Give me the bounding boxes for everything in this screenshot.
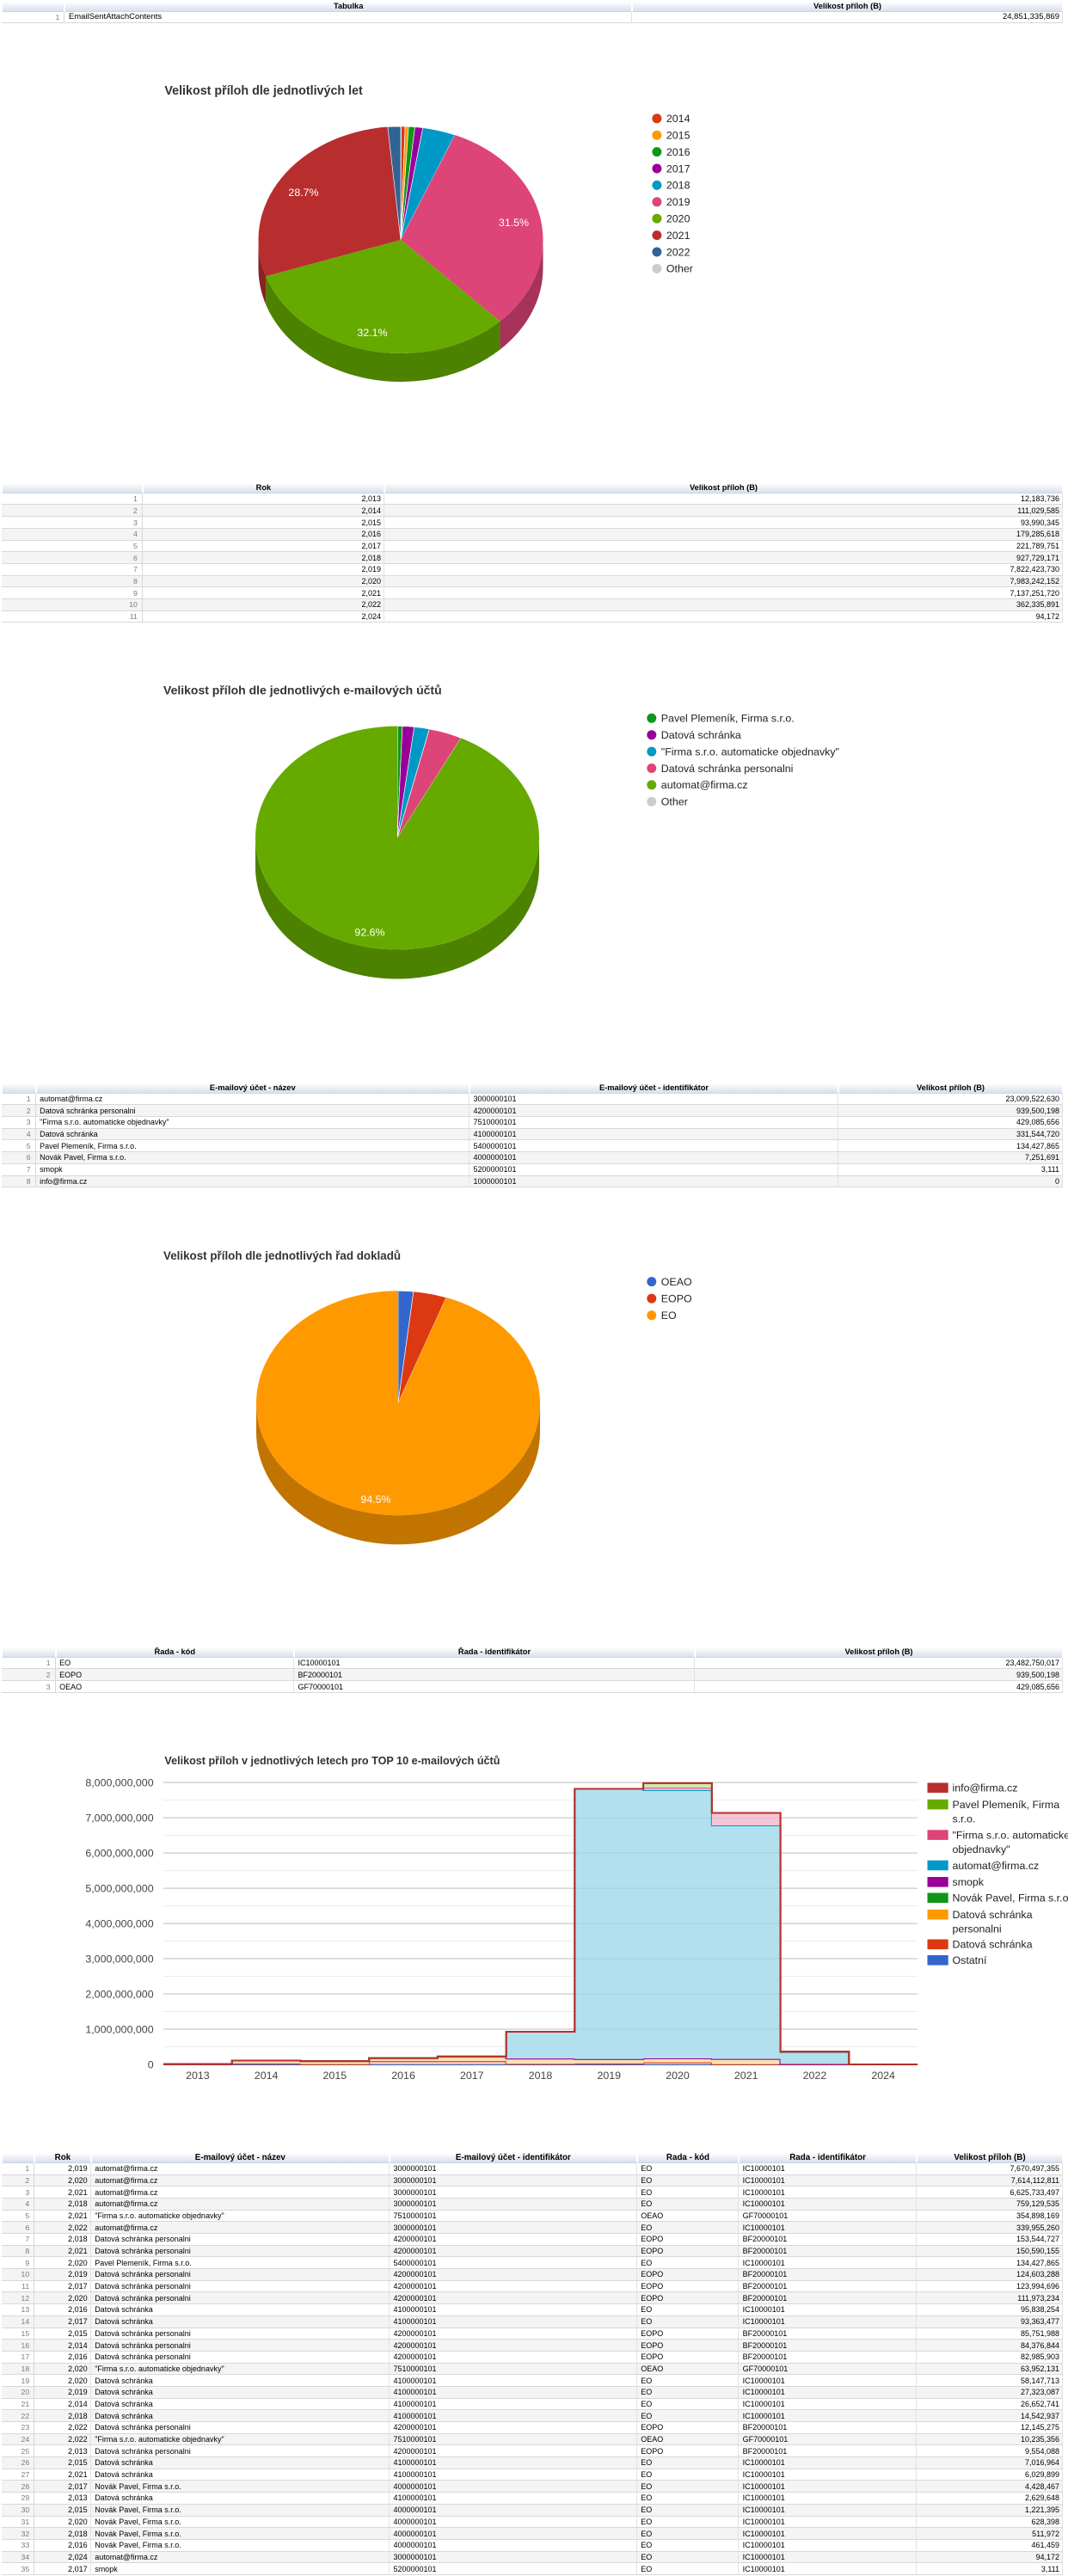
svg-text:2020: 2020 (666, 2070, 690, 2082)
svg-text:4,000,000,000: 4,000,000,000 (85, 1917, 153, 1929)
svg-text:1,000,000,000: 1,000,000,000 (85, 2023, 153, 2035)
svg-text:2022: 2022 (666, 246, 691, 258)
svg-text:"Firma s.r.o. automaticke: "Firma s.r.o. automaticke (953, 1829, 1068, 1841)
svg-text:automat@firma.cz: automat@firma.cz (661, 779, 748, 791)
svg-text:8,000,000,000: 8,000,000,000 (85, 1776, 153, 1788)
svg-text:2017: 2017 (460, 2070, 484, 2082)
svg-text:2015: 2015 (323, 2070, 347, 2082)
svg-text:3,000,000,000: 3,000,000,000 (85, 1953, 153, 1965)
svg-text:EO: EO (661, 1309, 677, 1322)
svg-text:EOPO: EOPO (661, 1293, 692, 1305)
svg-text:2019: 2019 (597, 2070, 621, 2082)
svg-text:Datová schránka personalni: Datová schránka personalni (661, 763, 794, 775)
svg-text:Other: Other (661, 796, 688, 808)
svg-text:Velikost příloh dle jednotlivý: Velikost příloh dle jednotlivých e-mailo… (163, 684, 442, 697)
svg-text:7,000,000,000: 7,000,000,000 (85, 1812, 153, 1824)
svg-text:OEAO: OEAO (661, 1276, 692, 1288)
svg-text:Velikost příloh dle jednotlivý: Velikost příloh dle jednotlivých řad dok… (163, 1249, 401, 1262)
svg-text:Datová schránka: Datová schránka (953, 1909, 1033, 1921)
svg-text:5,000,000,000: 5,000,000,000 (85, 1882, 153, 1894)
svg-text:2017: 2017 (666, 163, 691, 175)
svg-text:2019: 2019 (666, 196, 691, 208)
svg-text:objednavky": objednavky" (953, 1843, 1010, 1855)
svg-text:2021: 2021 (734, 2070, 758, 2082)
svg-text:2,000,000,000: 2,000,000,000 (85, 1988, 153, 2000)
svg-text:Velikost příloh dle jednotlivý: Velikost příloh dle jednotlivých let (164, 84, 363, 98)
svg-text:2014: 2014 (666, 113, 691, 125)
svg-text:2021: 2021 (666, 230, 691, 242)
svg-text:Other: Other (666, 263, 693, 275)
svg-text:2020: 2020 (666, 213, 691, 225)
svg-text:0: 0 (148, 2058, 154, 2070)
svg-text:92.6%: 92.6% (354, 926, 384, 938)
svg-text:31.5%: 31.5% (499, 217, 529, 229)
svg-text:info@firma.cz: info@firma.cz (953, 1782, 1018, 1794)
svg-text:94.5%: 94.5% (360, 1493, 390, 1506)
svg-text:2024: 2024 (871, 2070, 895, 2082)
svg-text:s.r.o.: s.r.o. (953, 1812, 976, 1825)
svg-text:6,000,000,000: 6,000,000,000 (85, 1847, 153, 1859)
svg-text:personalni: personalni (953, 1923, 1002, 1935)
svg-text:2022: 2022 (803, 2070, 827, 2082)
svg-text:2014: 2014 (255, 2070, 279, 2082)
svg-text:2015: 2015 (666, 130, 691, 142)
svg-text:2013: 2013 (186, 2070, 210, 2082)
svg-text:32.1%: 32.1% (357, 327, 387, 339)
svg-text:2016: 2016 (666, 146, 691, 158)
svg-text:Novák Pavel, Firma s.r.o.: Novák Pavel, Firma s.r.o. (953, 1892, 1068, 1904)
svg-text:Pavel Plemeník, Firma: Pavel Plemeník, Firma (953, 1799, 1060, 1811)
svg-text:Ostatní: Ostatní (953, 1954, 988, 1966)
svg-text:Pavel Plemeník, Firma s.r.o.: Pavel Plemeník, Firma s.r.o. (661, 713, 795, 725)
svg-text:2018: 2018 (529, 2070, 553, 2082)
svg-text:Datová schránka: Datová schránka (953, 1939, 1033, 1951)
svg-text:"Firma s.r.o. automaticke obje: "Firma s.r.o. automaticke objednavky" (661, 745, 839, 757)
svg-text:2018: 2018 (666, 180, 691, 192)
svg-text:smopk: smopk (953, 1876, 985, 1888)
svg-text:2016: 2016 (391, 2070, 415, 2082)
svg-text:Datová schránka: Datová schránka (661, 729, 741, 741)
svg-text:28.7%: 28.7% (288, 187, 318, 199)
svg-text:automat@firma.cz: automat@firma.cz (953, 1860, 1040, 1872)
svg-text:Velikost příloh v jednotlivých: Velikost příloh v jednotlivých letech pr… (164, 1755, 500, 1767)
